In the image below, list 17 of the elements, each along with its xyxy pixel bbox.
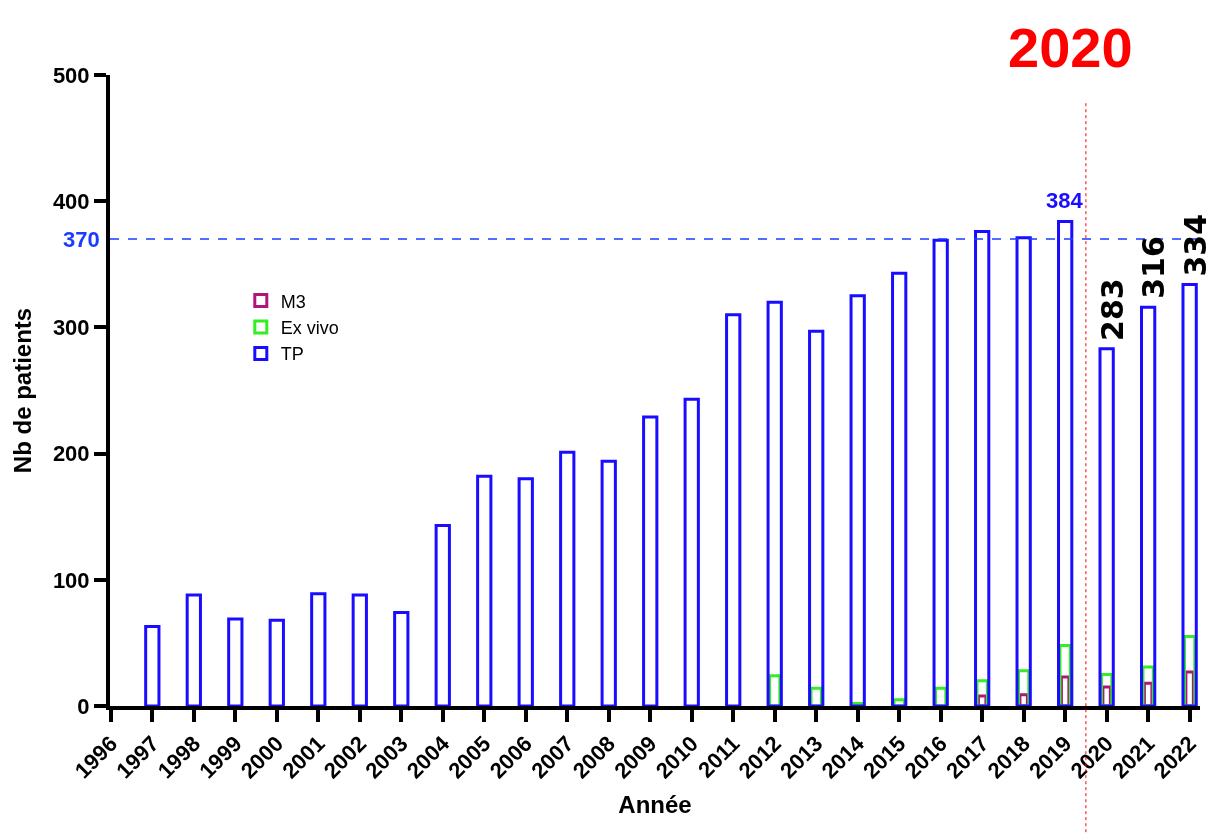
legend-label: M3 [280, 291, 306, 312]
data-label: 334 [1177, 214, 1213, 277]
legend-label: Ex vivo [280, 318, 339, 339]
y-tick-label: 0 [77, 693, 90, 719]
data-label: 316 [1136, 236, 1172, 299]
y-tick-label: 300 [52, 315, 90, 341]
ref-line-label: 370 [63, 227, 100, 252]
y-tick-label: 100 [52, 567, 90, 593]
y-tick-label: 400 [52, 188, 90, 214]
data-label: 283 [1095, 278, 1131, 341]
y-axis-title: Nb de patients [9, 307, 37, 474]
legend-label: TP [280, 344, 304, 365]
ref-line-label: 2020 [1008, 16, 1133, 79]
y-tick-label: 500 [52, 62, 90, 88]
x-axis-title: Année [618, 791, 692, 819]
y-tick-label: 200 [52, 441, 90, 467]
data-label: 384 [1046, 188, 1084, 213]
